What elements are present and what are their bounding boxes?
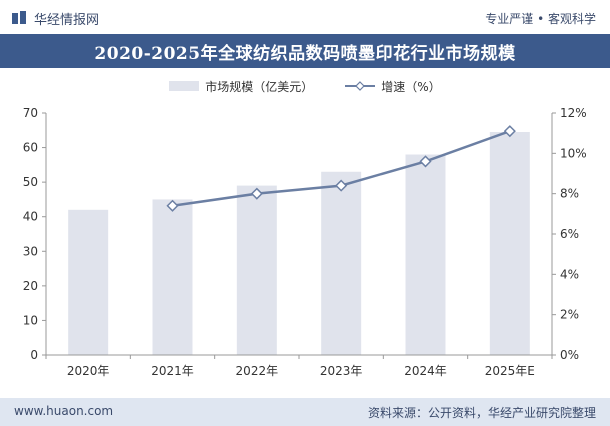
- bar-3: [321, 171, 362, 355]
- x-axis-tick-label: 2022年: [236, 364, 279, 378]
- left-axis-tick-label: 0: [30, 348, 38, 362]
- left-axis-tick-label: 10: [23, 313, 38, 327]
- title-bar: 2020-2025年全球纺织品数码喷墨印花行业市场规模: [0, 34, 610, 68]
- right-axis-tick-label: 10%: [560, 146, 587, 160]
- left-axis-tick-label: 70: [23, 106, 38, 120]
- growth-point-2: [335, 179, 348, 192]
- x-axis-tick-label: 2025年E: [485, 364, 535, 378]
- right-axis-tick-label: 4%: [560, 267, 579, 281]
- left-axis-tick-label: 30: [23, 244, 38, 258]
- brand[interactable]: 华经情报网: [12, 9, 100, 28]
- x-axis-tick-label: 2024年: [404, 364, 447, 378]
- growth-point-0: [166, 199, 179, 212]
- left-axis-tick-label: 40: [23, 210, 38, 224]
- chart-area: 市场规模（亿美元） 增速（%） 0 10 20 30 40 50 60 70 0% 2% 4% 6% 8…: [0, 68, 610, 398]
- x-axis-tick-label: 2023年: [320, 364, 363, 378]
- bar-1: [152, 199, 193, 355]
- legend-line-label: 增速（%）: [381, 79, 441, 94]
- right-axis-tick-label: 2%: [560, 308, 579, 322]
- brand-logo-icon: [12, 11, 26, 24]
- tagline: 专业严谨 • 客观科学: [485, 12, 596, 26]
- left-axis-tick-label: 50: [23, 175, 38, 189]
- left-axis-tick-label: 60: [23, 141, 38, 155]
- footer-source: 资料来源：公开资料，华经产业研究院整理: [367, 406, 596, 420]
- bar-2: [236, 185, 277, 355]
- left-axis-tick-label: 20: [23, 279, 38, 293]
- legend-line-swatch: [345, 81, 376, 91]
- bar-5: [489, 132, 530, 355]
- growth-point-3: [419, 155, 432, 168]
- x-axis-tick-label: 2020年: [67, 364, 110, 378]
- right-axis-tick-label: 6%: [560, 227, 579, 241]
- chart-title: 2020-2025年全球纺织品数码喷墨印花行业市场规模: [94, 43, 516, 64]
- top-bar: 华经情报网 专业严谨 • 客观科学: [0, 0, 610, 34]
- legend-item-bar: 市场规模（亿美元）: [169, 78, 313, 95]
- right-axis-tick-label: 0%: [560, 348, 579, 362]
- growth-point-1: [250, 187, 263, 200]
- right-axis-tick-label: 8%: [560, 187, 579, 201]
- chart-svg: 0 10 20 30 40 50 60 70 0% 2% 4% 6% 8% 10% 12% 2020年 2021…: [23, 106, 587, 378]
- legend-bar-label: 市场规模（亿美元）: [205, 79, 314, 94]
- legend-item-line: 增速（%）: [345, 78, 441, 95]
- chart-legend: 市场规模（亿美元） 增速（%）: [0, 76, 610, 96]
- footer-url[interactable]: www.huaon.com: [14, 404, 114, 418]
- bar-4: [405, 154, 446, 355]
- legend-bar-swatch: [169, 81, 200, 91]
- bar-0: [68, 209, 109, 355]
- footer: www.huaon.com 资料来源：公开资料，华经产业研究院整理: [0, 398, 610, 426]
- x-axis-tick-label: 2021年: [151, 364, 194, 378]
- growth-point-4: [503, 125, 516, 138]
- right-axis-tick-label: 12%: [560, 106, 587, 120]
- brand-name: 华经情报网: [34, 12, 100, 28]
